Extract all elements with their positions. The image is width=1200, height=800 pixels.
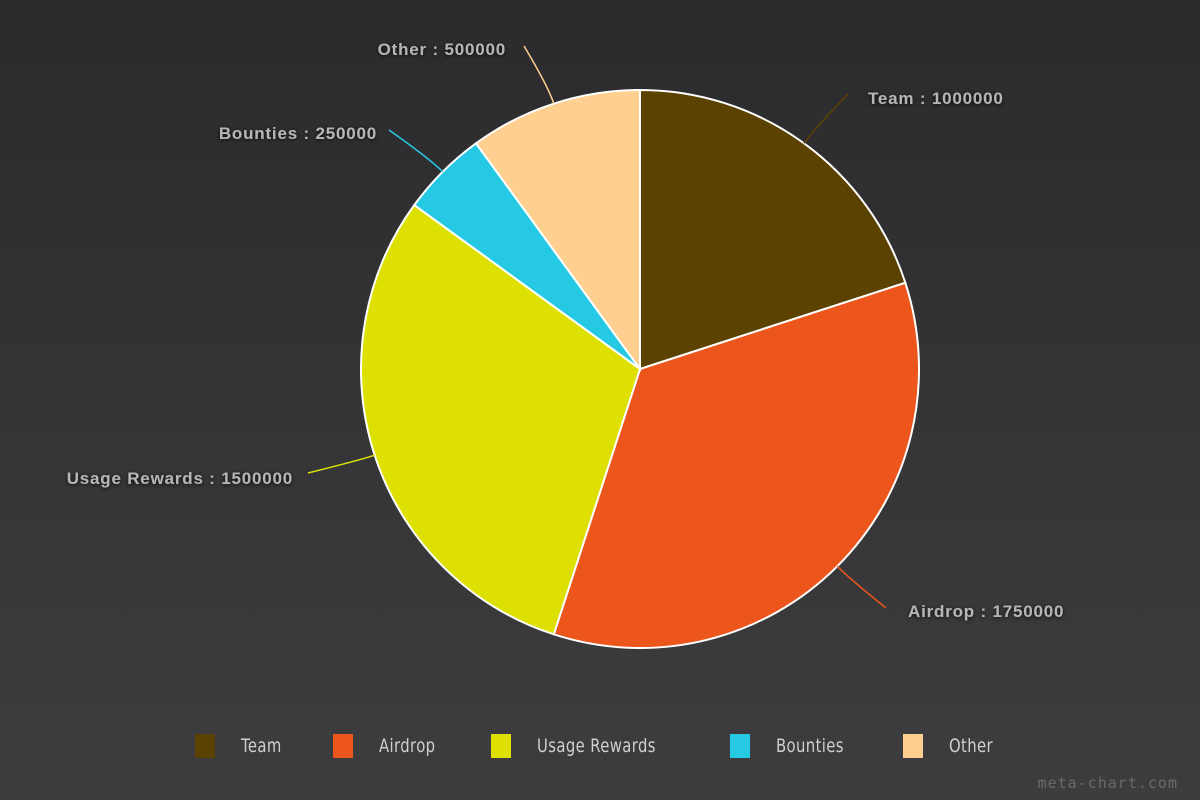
data-label-team: Team : 1000000: [868, 89, 1004, 108]
legend-label: Other: [948, 735, 993, 757]
legend: Team Airdrop Usage Rewards Bounties Othe…: [0, 734, 1200, 758]
legend-item-airdrop[interactable]: Airdrop: [332, 734, 451, 758]
legend-swatch: [332, 734, 353, 758]
legend-swatch: [194, 734, 215, 758]
legend-label: Airdrop: [378, 735, 436, 757]
leader-line: [388, 129, 444, 173]
leader-line: [803, 93, 849, 144]
legend-label: Usage Rewards: [537, 735, 657, 757]
legend-item-team[interactable]: Team: [194, 734, 293, 758]
legend-swatch: [491, 734, 512, 758]
pie-slices: [360, 88, 920, 649]
watermark[interactable]: meta-chart.com: [1037, 774, 1178, 792]
legend-swatch: [729, 734, 750, 758]
legend-label: Team: [240, 735, 282, 757]
legend-item-usage-rewards[interactable]: Usage Rewards: [491, 734, 689, 758]
legend-item-bounties[interactable]: Bounties: [729, 734, 863, 758]
pie-slice-airdrop[interactable]: [552, 281, 920, 649]
legend-item-other[interactable]: Other: [902, 734, 1005, 758]
data-label-other: Other : 500000: [378, 40, 506, 59]
data-label-bounties: Bounties : 250000: [219, 124, 377, 143]
leader-line: [836, 565, 887, 609]
leader-line: [307, 454, 375, 474]
data-label-airdrop: Airdrop : 1750000: [908, 602, 1064, 621]
data-label-usage-rewards: Usage Rewards : 1500000: [67, 469, 293, 488]
pie-slice-other[interactable]: [474, 88, 641, 373]
legend-label: Bounties: [775, 735, 844, 757]
legend-swatch: [902, 734, 923, 758]
leader-lines: [307, 45, 887, 609]
data-labels: Team : 1000000 Airdrop : 1750000 Usage Rew…: [67, 40, 1064, 621]
leader-line: [523, 45, 555, 104]
